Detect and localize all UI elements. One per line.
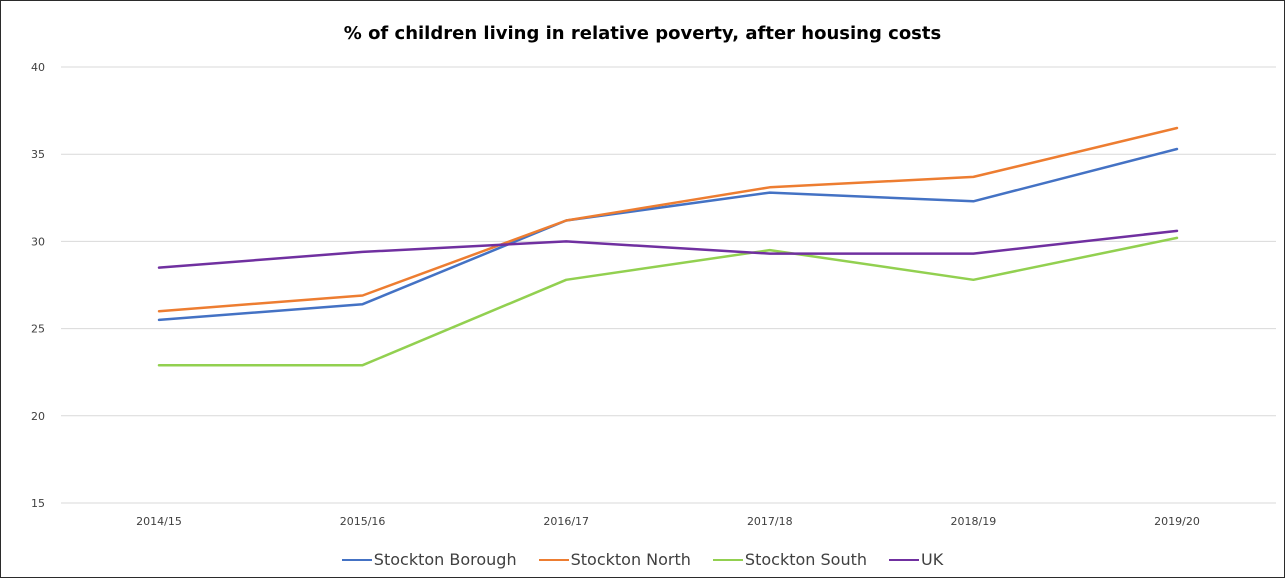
series-line-uk bbox=[157, 229, 1179, 269]
y-tick-label: 25 bbox=[31, 323, 45, 336]
x-tick-label: 2017/18 bbox=[747, 515, 793, 528]
legend-label: Stockton North bbox=[570, 550, 691, 569]
legend-label: UK bbox=[921, 550, 944, 569]
legend-item-uk: UK bbox=[889, 550, 943, 569]
series-line-stockton-north bbox=[157, 126, 1179, 313]
legend-item-stockton-borough: Stockton Borough bbox=[341, 550, 517, 569]
legend-swatch bbox=[538, 558, 569, 561]
y-tick-label: 20 bbox=[31, 410, 45, 423]
y-tick-label: 40 bbox=[31, 61, 45, 74]
x-tick-label: 2018/19 bbox=[951, 515, 997, 528]
series-line-stockton-south bbox=[157, 236, 1179, 367]
series-line-stockton-borough bbox=[157, 147, 1179, 322]
x-tick-label: 2014/15 bbox=[136, 515, 182, 528]
x-tick-label: 2019/20 bbox=[1154, 515, 1200, 528]
legend-item-stockton-north: Stockton North bbox=[538, 550, 691, 569]
series-lines bbox=[157, 126, 1179, 367]
y-axis-ticks: 15 20 25 30 35 40 bbox=[31, 61, 45, 510]
legend: Stockton Borough Stockton North Stockton S… bbox=[1, 550, 1284, 569]
y-tick-label: 30 bbox=[31, 235, 45, 248]
chart-title: % of children living in relative poverty… bbox=[343, 23, 942, 44]
legend-swatch bbox=[341, 558, 372, 561]
x-tick-label: 2016/17 bbox=[543, 515, 589, 528]
x-tick-label: 2015/16 bbox=[340, 515, 386, 528]
gridlines bbox=[61, 66, 1276, 504]
legend-label: Stockton Borough bbox=[373, 550, 517, 569]
y-tick-label: 15 bbox=[31, 497, 45, 510]
y-tick-label: 35 bbox=[31, 148, 45, 161]
legend-swatch bbox=[889, 558, 919, 561]
x-axis-ticks: 2014/15 2015/16 2016/17 2017/18 2018/19 2019/… bbox=[136, 515, 1200, 528]
legend-label: Stockton South bbox=[744, 550, 867, 569]
legend-item-stockton-south: Stockton South bbox=[712, 550, 867, 569]
legend-swatch bbox=[712, 558, 743, 561]
